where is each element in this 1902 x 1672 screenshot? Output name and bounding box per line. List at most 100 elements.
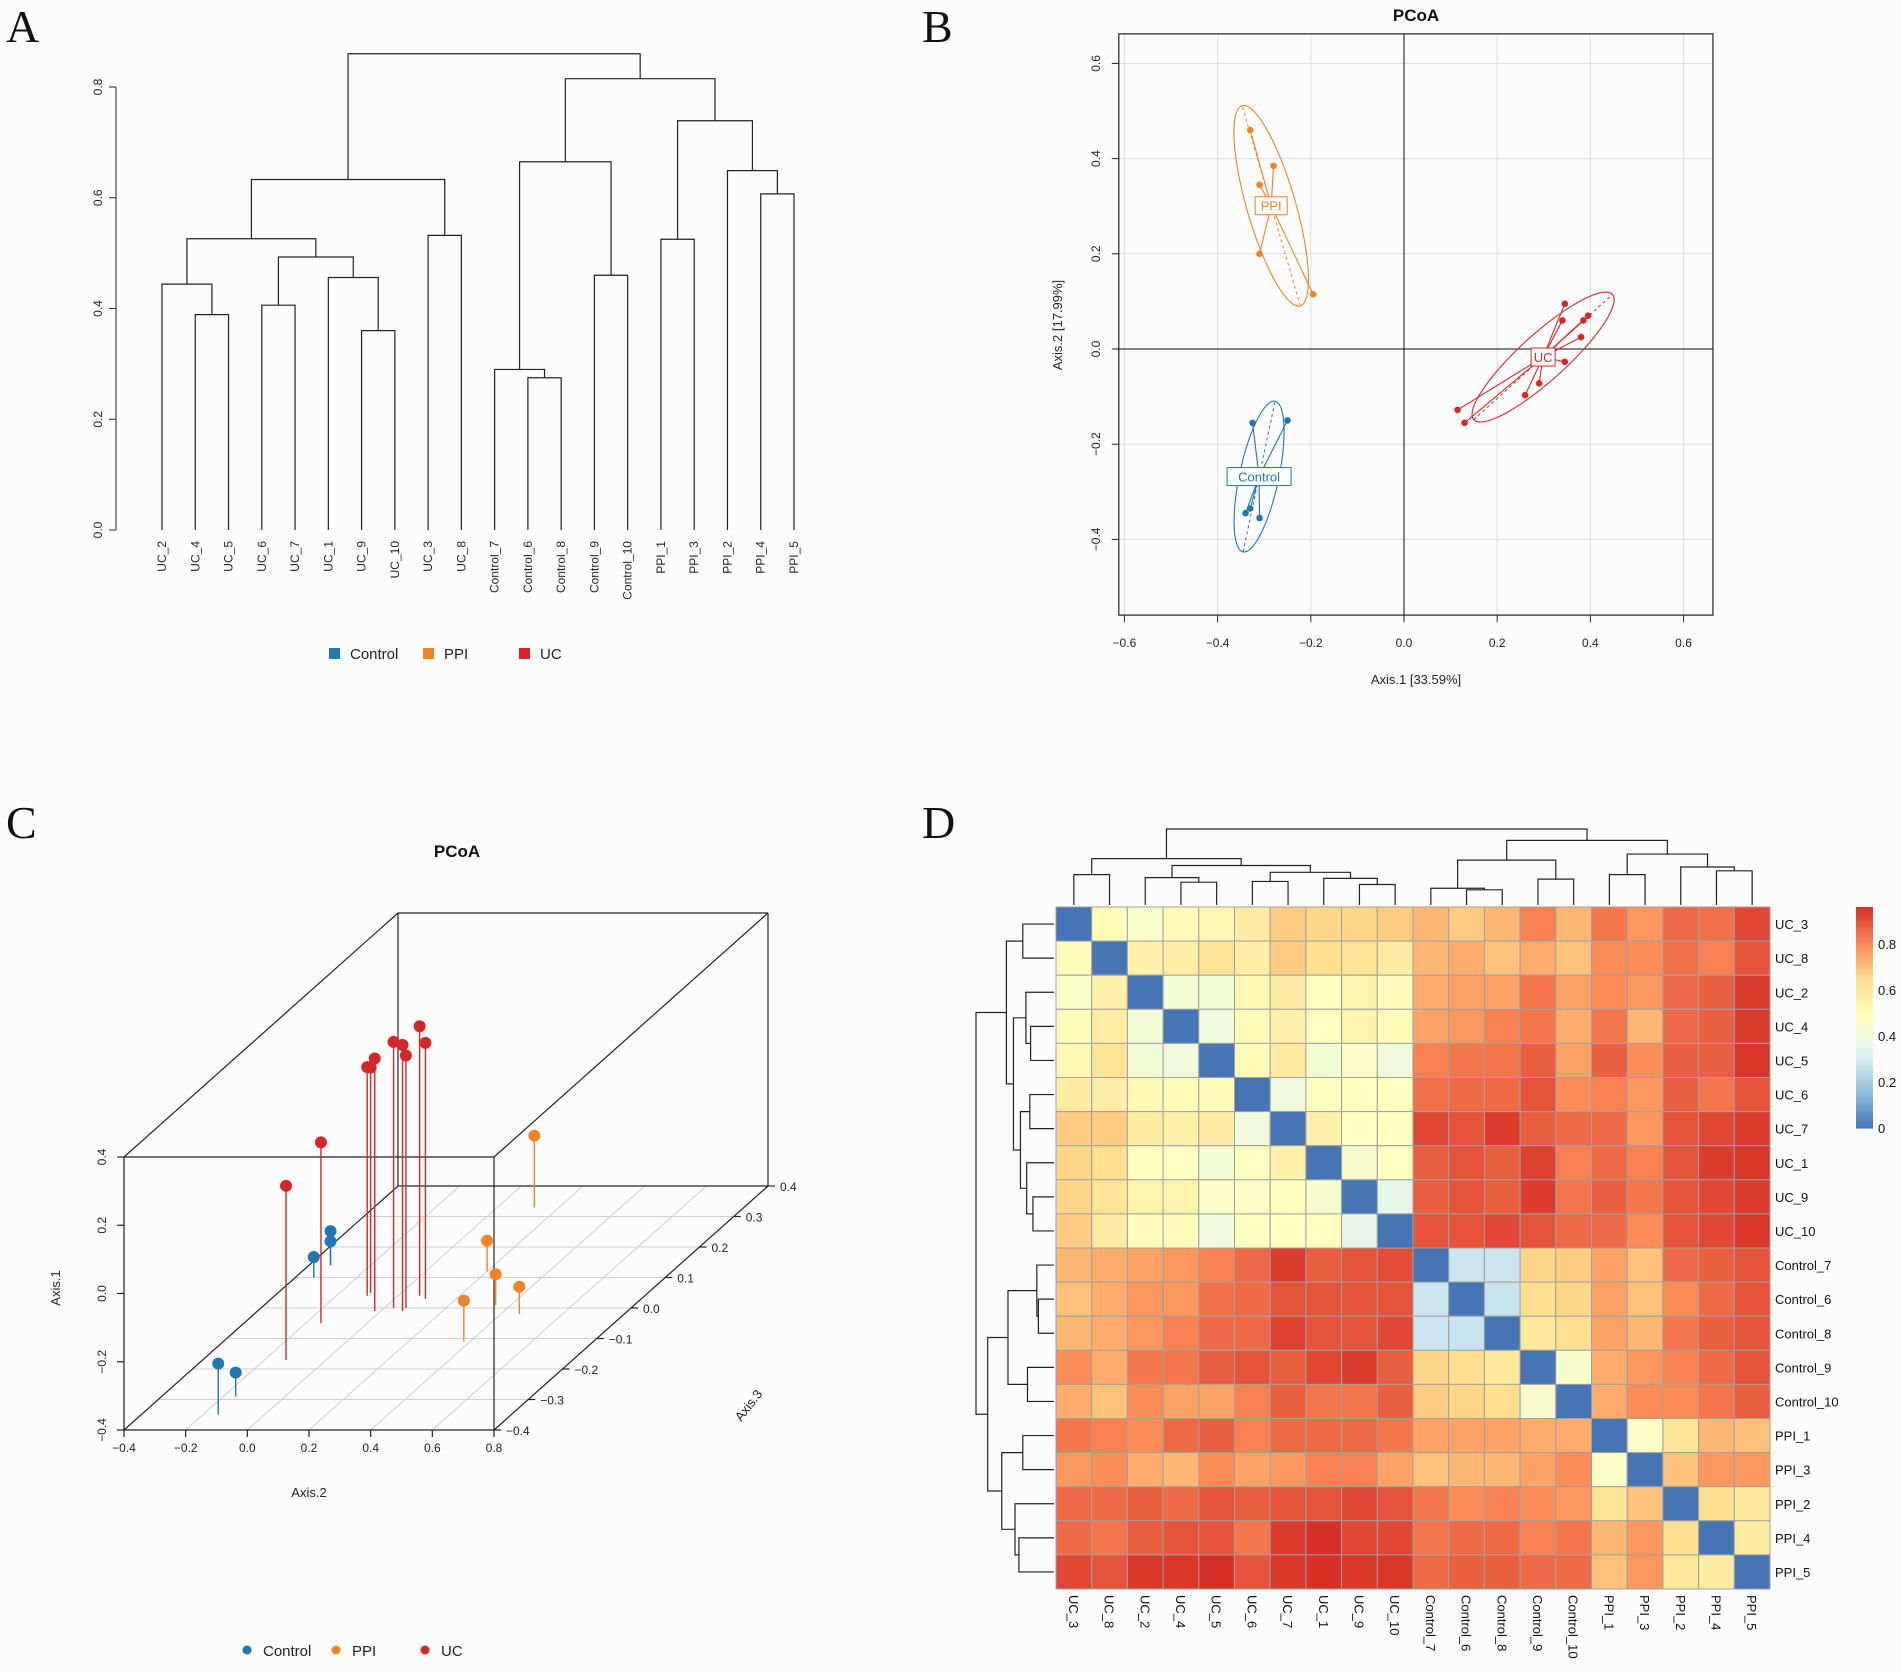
colorbar-segment — [1856, 1088, 1873, 1092]
colorbar-segment — [1856, 964, 1873, 968]
heatmap-cell — [1198, 1452, 1236, 1488]
heatmap-cell — [1162, 1418, 1200, 1454]
heatmap-cell — [1162, 1145, 1200, 1181]
z-tick-label: 0.4 — [780, 1180, 797, 1194]
heatmap-panel: UC_3 UC_3 UC_8 UC_8 UC_2 UC_2 UC_4 UC_4 UC_5 UC_5… — [975, 828, 1896, 1659]
heatmap-cell — [1662, 1281, 1700, 1317]
colorbar-segment — [1856, 1035, 1873, 1038]
legend-dot-control — [242, 1645, 252, 1655]
colorbar-segment — [1856, 922, 1873, 926]
heatmap-cell — [1305, 1179, 1343, 1215]
heatmap-cell — [1091, 1520, 1128, 1556]
heatmap-cell — [1126, 1349, 1164, 1385]
heatmap-cell — [1091, 940, 1128, 976]
row-label: UC_5 — [1775, 1053, 1808, 1068]
column-label: PPI_2 — [1673, 1595, 1688, 1630]
heatmap-cell — [1376, 1111, 1414, 1147]
heatmap-cell — [1519, 1042, 1557, 1079]
leaf-label: Control_6 — [521, 541, 535, 593]
colorbar-segment — [1856, 1097, 1873, 1100]
heatmap-cell — [1305, 974, 1343, 1010]
leaf-label: UC_10 — [388, 541, 402, 579]
column-label: Control_7 — [1423, 1595, 1438, 1651]
colorbar-segment — [1856, 993, 1873, 996]
group-label-box — [1226, 467, 1292, 487]
colorbar-segment — [1856, 1116, 1873, 1120]
heatmap-cell — [1519, 1213, 1557, 1249]
data-point-control — [229, 1366, 242, 1379]
heatmap-cell — [1662, 1315, 1700, 1351]
heatmap-cell — [1626, 1418, 1664, 1454]
heatmap-cell — [1269, 1418, 1307, 1454]
ellipse-axis — [1473, 294, 1613, 421]
row-label: PPI_4 — [1775, 1531, 1810, 1546]
heatmap-cell — [1733, 1315, 1771, 1351]
colorbar-segment — [1856, 946, 1873, 950]
heatmap-cell — [1448, 940, 1485, 976]
leaf-label: PPI_1 — [654, 541, 668, 574]
colorbar-segment — [1856, 1068, 1873, 1072]
heatmap-cell — [1698, 1077, 1735, 1113]
heatmap-cell — [1055, 1554, 1093, 1590]
heatmap-cell — [1412, 1179, 1450, 1215]
heatmap-cell — [1091, 1349, 1128, 1385]
data-point-control — [1246, 505, 1254, 512]
heatmap-cell — [1091, 1418, 1128, 1454]
heatmap-cell — [1483, 1213, 1521, 1249]
x-tick-label: 0.8 — [486, 1441, 503, 1455]
heatmap-cell — [1126, 940, 1164, 976]
heatmap-cell — [1483, 1383, 1521, 1420]
heatmap-cell — [1162, 1452, 1200, 1488]
heatmap-cell — [1626, 1383, 1664, 1420]
heatmap-cell — [1055, 1418, 1093, 1454]
heatmap-cell — [1198, 1486, 1236, 1522]
heatmap-cell — [1591, 1042, 1628, 1079]
heatmap-cell — [1269, 1077, 1307, 1113]
colorbar-segment — [1856, 1103, 1873, 1107]
heatmap-cell — [1305, 1520, 1343, 1556]
heatmap-cell — [1555, 1281, 1593, 1317]
data-point-ppi — [1246, 126, 1254, 134]
heatmap-cell — [1591, 1554, 1628, 1590]
heatmap-cell — [1091, 1111, 1128, 1147]
heatmap-cell — [1091, 1554, 1128, 1590]
y-tick-label: 0.4 — [1089, 150, 1103, 167]
colorbar-segment — [1856, 909, 1873, 913]
y-tick-label: 0.2 — [91, 411, 105, 428]
heatmap-cell — [1555, 1554, 1593, 1590]
heatmap-cell — [1126, 1145, 1164, 1181]
heatmap-cell — [1555, 1383, 1593, 1420]
heatmap-cell — [1555, 1042, 1593, 1079]
colorbar-segment — [1856, 1121, 1873, 1125]
pcoa-2d-panel: PCoA Axis.1 [33.59%] Axis.2 [17.99%] −0.… — [1050, 6, 1714, 687]
heatmap-cell — [1341, 940, 1378, 976]
heatmap-cell — [1162, 1213, 1200, 1249]
heatmap-cell — [1591, 1281, 1628, 1317]
heatmap-cell — [1234, 1042, 1271, 1079]
heatmap-cell — [1305, 1315, 1343, 1351]
heatmap-cell — [1091, 1281, 1128, 1317]
heatmap-cell — [1198, 1418, 1236, 1454]
colorbar-segment — [1856, 1063, 1873, 1067]
y-tick-label: 0.4 — [95, 1148, 109, 1165]
heatmap-cell — [1448, 1315, 1485, 1351]
heatmap-cell — [1376, 1042, 1414, 1079]
legend-label-ppi: PPI — [444, 646, 468, 663]
heatmap-cell — [1376, 1383, 1414, 1420]
heatmap-cell — [1198, 1383, 1236, 1420]
column-dendrogram-branch — [1165, 828, 1588, 859]
heatmap-cell — [1305, 1042, 1343, 1079]
colorbar-segment — [1856, 1101, 1873, 1105]
heatmap-cell — [1091, 1077, 1128, 1113]
heatmap-cell — [1483, 974, 1521, 1010]
legend-label-ppi: PPI — [352, 1643, 376, 1660]
heatmap-cell — [1733, 1179, 1771, 1215]
data-point-uc — [1454, 406, 1461, 414]
group-label-control: Control — [1238, 470, 1280, 485]
y-tick-label: 0.2 — [95, 1217, 109, 1234]
heatmap-cell — [1162, 1281, 1200, 1317]
colorbar-segment — [1856, 1099, 1873, 1103]
legend-label-uc: UC — [540, 646, 562, 663]
heatmap-cell — [1376, 974, 1414, 1010]
heatmap-cell — [1091, 1486, 1128, 1522]
